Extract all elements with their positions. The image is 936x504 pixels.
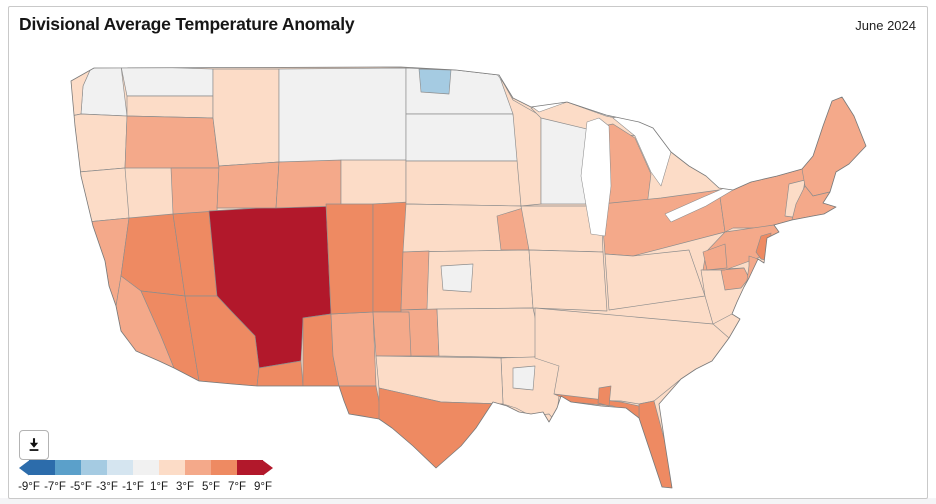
legend-tick-label: -3°F: [96, 481, 118, 493]
legend-color-segment: [185, 460, 211, 475]
legend-right-arrow: [263, 460, 273, 476]
climate-division[interactable]: [440, 263, 474, 293]
climate-division[interactable]: [330, 311, 377, 387]
legend-color-segment: [107, 460, 133, 475]
climate-division[interactable]: [512, 365, 536, 391]
climate-division[interactable]: [275, 159, 342, 209]
legend-color-segment: [237, 460, 263, 475]
legend-tick-label: -9°F: [18, 481, 40, 493]
legend-color-segment: [133, 460, 159, 475]
climate-division[interactable]: [78, 167, 130, 223]
chart-panel: Divisional Average Temperature Anomaly J…: [8, 6, 928, 499]
legend-tick-label: 7°F: [228, 481, 246, 493]
climate-division[interactable]: [720, 267, 750, 291]
climate-division[interactable]: [528, 249, 608, 312]
color-scale-legend: -9°F -7°F -5°F -3°F -1°F 1°F 3°F 5°F 7°F 9°F: [18, 460, 273, 493]
climate-division[interactable]: [278, 67, 407, 163]
page-background-strip: [0, 498, 936, 504]
us-climate-division-map[interactable]: [61, 56, 876, 496]
climate-division[interactable]: [212, 68, 280, 167]
climate-division[interactable]: [604, 249, 706, 311]
legend-tick-label: -5°F: [70, 481, 92, 493]
legend-color-segment: [81, 460, 107, 475]
climate-division[interactable]: [702, 243, 728, 271]
great-lake: [710, 157, 764, 177]
climate-division[interactable]: [170, 167, 220, 215]
legend-color-segment: [211, 460, 237, 475]
legend-tick-label: -7°F: [44, 481, 66, 493]
legend-tick-label: -1°F: [122, 481, 144, 493]
legend-color-segment: [159, 460, 185, 475]
legend-color-segment: [29, 460, 55, 475]
climate-division[interactable]: [405, 113, 520, 162]
climate-division[interactable]: [405, 160, 522, 207]
climate-division[interactable]: [216, 161, 280, 209]
download-button[interactable]: [19, 430, 49, 460]
legend-left-arrow: [19, 460, 29, 476]
legend-tick-label: 5°F: [202, 481, 220, 493]
climate-division[interactable]: [120, 66, 214, 97]
climate-division[interactable]: [124, 115, 220, 169]
climate-division[interactable]: [597, 385, 612, 407]
great-lake: [580, 117, 612, 237]
climate-division[interactable]: [325, 203, 374, 315]
climate-division[interactable]: [638, 400, 673, 488]
download-icon: [29, 438, 39, 451]
climate-division[interactable]: [801, 96, 866, 197]
legend-tick-label: 1°F: [150, 481, 168, 493]
climate-division[interactable]: [418, 68, 452, 95]
climate-division[interactable]: [400, 250, 430, 311]
climate-division[interactable]: [372, 311, 412, 357]
climate-division[interactable]: [340, 159, 407, 207]
climate-division[interactable]: [436, 307, 538, 359]
legend-tick-label: 3°F: [176, 481, 194, 493]
date-label: June 2024: [855, 18, 916, 33]
legend-color-segment: [55, 460, 81, 475]
climate-division[interactable]: [126, 95, 214, 119]
legend-tick-label: 9°F: [254, 481, 272, 493]
us-outline: [70, 66, 867, 489]
page-title: Divisional Average Temperature Anomaly: [19, 14, 355, 34]
